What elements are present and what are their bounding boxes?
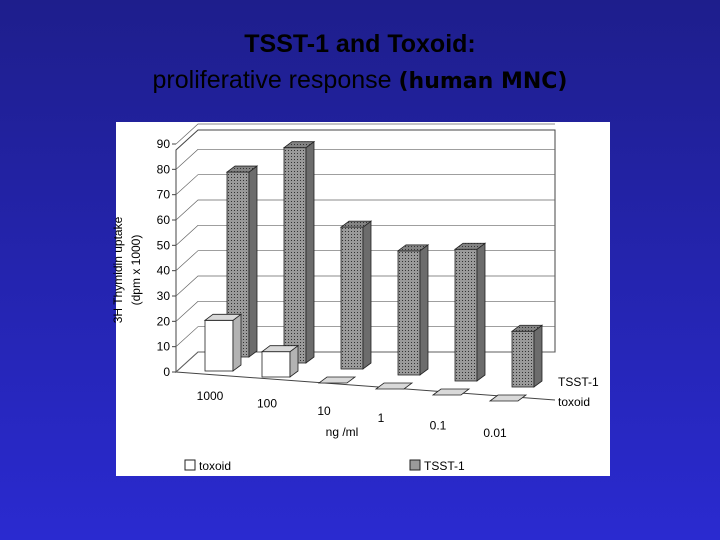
grid-line bbox=[175, 326, 555, 347]
bar-face bbox=[260, 345, 300, 353]
bar-face bbox=[512, 325, 542, 332]
y-tick-label: 70 bbox=[157, 188, 171, 202]
y-tick-label: 0 bbox=[163, 365, 170, 379]
bar-face bbox=[398, 250, 420, 375]
slide-title: TSST-1 and Toxoid: bbox=[244, 30, 476, 58]
bar-face bbox=[284, 147, 306, 363]
x-tick-label: 0.1 bbox=[430, 419, 447, 433]
bar-face bbox=[455, 243, 485, 250]
bar-face bbox=[305, 140, 315, 364]
bar bbox=[203, 313, 243, 372]
bar bbox=[339, 220, 373, 370]
y-tick-label: 20 bbox=[157, 314, 171, 328]
bar-face bbox=[533, 324, 543, 388]
y-axis-label: (dpm x 1000) bbox=[129, 235, 143, 306]
bar-face bbox=[203, 313, 243, 321]
bar-face bbox=[261, 351, 291, 378]
bar-face bbox=[512, 331, 534, 387]
bar bbox=[317, 376, 357, 384]
x-tick-label: 0.01 bbox=[483, 426, 507, 440]
y-tick-label: 50 bbox=[157, 238, 171, 252]
grid-line bbox=[175, 174, 555, 195]
y-tick-label: 10 bbox=[157, 340, 171, 354]
bar bbox=[260, 344, 300, 378]
y-tick-label: 60 bbox=[157, 213, 171, 227]
bar-face bbox=[362, 220, 372, 370]
grid-line bbox=[175, 224, 555, 246]
x-tick-label: 1 bbox=[378, 411, 385, 425]
grid-line bbox=[175, 351, 555, 373]
y-tick-label: 80 bbox=[157, 162, 171, 176]
grid-line bbox=[175, 275, 555, 297]
legend-swatch bbox=[409, 459, 421, 471]
x-tick-label: 100 bbox=[257, 396, 277, 410]
depth-label: toxoid bbox=[558, 395, 590, 409]
y-axis-label: 3H Thymidin uptake bbox=[111, 216, 125, 323]
bar-face bbox=[455, 249, 477, 381]
bar-face bbox=[398, 244, 428, 251]
grid-line bbox=[175, 250, 555, 271]
y-tick-label: 90 bbox=[157, 137, 171, 151]
subtitle-text: proliferative response bbox=[152, 66, 392, 94]
subtitle-bold: (human MNC) bbox=[398, 69, 568, 94]
floor-edge bbox=[175, 371, 556, 401]
bar-face bbox=[488, 394, 528, 402]
x-tick-label: 10 bbox=[317, 404, 331, 418]
bar-face bbox=[227, 172, 249, 357]
bar bbox=[282, 140, 316, 364]
grid-line bbox=[175, 199, 555, 221]
bar-face bbox=[232, 313, 242, 372]
bar bbox=[453, 242, 487, 382]
x-axis-label: ng /ml bbox=[326, 425, 359, 439]
bar bbox=[396, 244, 430, 376]
bar bbox=[374, 382, 414, 390]
legend-label: toxoid bbox=[199, 459, 231, 473]
grid-line bbox=[175, 123, 555, 145]
grid-line bbox=[175, 300, 555, 322]
x-tick-label: 1000 bbox=[197, 389, 224, 403]
bar-face bbox=[374, 382, 414, 390]
bar bbox=[431, 388, 471, 396]
bar-face bbox=[431, 388, 471, 396]
legend-swatch bbox=[184, 459, 196, 471]
bar-face bbox=[476, 242, 486, 382]
bar-face bbox=[227, 166, 257, 173]
bar bbox=[225, 165, 259, 358]
bar-face bbox=[204, 319, 234, 372]
slide-subtitle: proliferative response (human MNC) bbox=[0, 66, 720, 95]
y-tick-label: 40 bbox=[157, 264, 171, 278]
bar-face bbox=[341, 227, 363, 369]
depth-label: TSST-1 bbox=[558, 375, 599, 389]
bar-face bbox=[419, 244, 429, 376]
bar-face bbox=[284, 141, 314, 148]
y-tick-label: 30 bbox=[157, 289, 171, 303]
legend-label: TSST-1 bbox=[424, 459, 465, 473]
bar bbox=[510, 324, 544, 388]
bar bbox=[488, 394, 528, 402]
bar-face bbox=[248, 165, 258, 358]
grid-line bbox=[175, 148, 555, 170]
bar-face bbox=[341, 221, 371, 228]
bar-face bbox=[317, 376, 357, 384]
